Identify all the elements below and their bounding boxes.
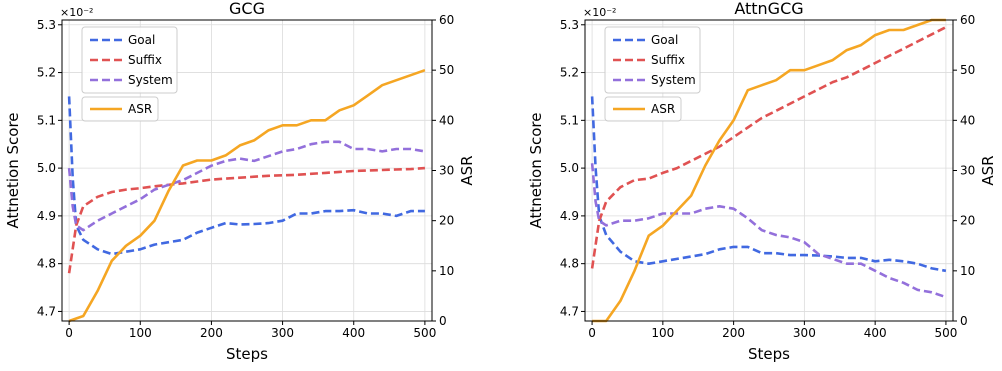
y-right-tick-label: 50 (960, 63, 975, 77)
series-line-goal (590, 96, 947, 273)
y-right-tick-label: 40 (960, 113, 975, 127)
x-tick-label: 400 (342, 326, 365, 340)
legend-right-axis: ASR (81, 96, 159, 122)
chart-title: AttnGCG (734, 0, 803, 18)
y-left-tick-label: 4.9 (37, 209, 56, 223)
y-right-tick-label: 50 (439, 63, 454, 77)
y-right-tick-label: 30 (439, 164, 454, 178)
y-left-tick-label: 5.0 (560, 161, 579, 175)
legend-label-suffix: Suffix (128, 53, 162, 67)
legend-label-goal: Goal (128, 33, 155, 47)
legend-box (604, 26, 701, 94)
series-line-system (67, 140, 426, 232)
x-tick-label: 500 (413, 326, 436, 340)
x-tick-label: 0 (65, 326, 73, 340)
x-tick-label: 100 (651, 326, 674, 340)
legend-box (81, 26, 178, 94)
y-right-tick-label: 0 (960, 314, 968, 328)
series-line-asr (68, 68, 426, 323)
series-line-suffix (590, 26, 947, 269)
y-right-tick-label: 0 (439, 314, 447, 328)
legend-label-system: System (128, 73, 173, 87)
legend-label-asr: ASR (128, 102, 152, 116)
y-left-tick-label: 4.7 (37, 304, 56, 318)
y-left-tick-label: 5.2 (37, 66, 56, 80)
x-axis-label: Steps (748, 345, 790, 363)
x-tick-label: 100 (129, 326, 152, 340)
x-tick-label: 300 (793, 326, 816, 340)
series-line-asr (592, 18, 946, 323)
y-right-tick-label: 30 (960, 164, 975, 178)
series-line-suffix (67, 166, 425, 274)
legend-label-goal: Goal (651, 33, 678, 47)
y-left-axis-label: Attnetion Score (527, 112, 545, 228)
x-tick-label: 0 (588, 326, 596, 340)
y-left-tick-label: 5.3 (37, 18, 56, 32)
y-right-tick-label: 60 (439, 13, 454, 27)
chart-panel-2: 0 100 200 300 400 500 4.7 4.8 4.9 5.0 5.1 5.2 5.3 0 10… (527, 0, 997, 363)
y-right-tick-label: 60 (960, 13, 975, 27)
y-left-tick-label: 4.8 (37, 257, 56, 271)
x-tick-label: 200 (722, 326, 745, 340)
y-right-axis-label: ASR (458, 155, 476, 185)
y-left-tick-label: 5.2 (560, 66, 579, 80)
y-right-tick-label: 10 (960, 264, 975, 278)
series-line-goal (67, 96, 425, 256)
series-line-system (590, 163, 947, 299)
legend-label-asr: ASR (651, 102, 675, 116)
legend-left-axis: Goal Suffix System (604, 26, 701, 94)
chart-title: GCG (229, 0, 265, 18)
y-left-tick-label: 4.9 (560, 209, 579, 223)
x-tick-label: 400 (864, 326, 887, 340)
y-right-axis-label: ASR (979, 155, 997, 185)
y-left-tick-label: 5.0 (37, 161, 56, 175)
y-left-tick-label: 4.7 (560, 304, 579, 318)
legend-left-axis: Goal Suffix System (81, 26, 178, 94)
x-tick-label: 500 (934, 326, 957, 340)
y-left-tick-label: 5.1 (37, 113, 56, 127)
legend-right-axis: ASR (604, 96, 682, 122)
y-right-tick-label: 20 (960, 214, 975, 228)
y-left-multiplier: ×10⁻² (583, 6, 616, 19)
y-left-tick-label: 4.8 (560, 257, 579, 271)
y-left-axis-label: Attnetion Score (4, 112, 22, 228)
x-axis-label: Steps (226, 345, 268, 363)
y-left-multiplier: ×10⁻² (60, 6, 93, 19)
y-left-tick-label: 5.3 (560, 18, 579, 32)
y-right-tick-label: 20 (439, 214, 454, 228)
y-right-tick-label: 40 (439, 113, 454, 127)
y-left-tick-label: 5.1 (560, 113, 579, 127)
y-right-tick-label: 10 (439, 264, 454, 278)
x-tick-label: 300 (271, 326, 294, 340)
x-tick-label: 200 (200, 326, 223, 340)
legend-label-suffix: Suffix (651, 53, 685, 67)
chart-panel-1: 0 100 200 300 400 500 4.7 4.8 4.9 5.0 5.1 5.2 5.3 0 10… (4, 0, 476, 363)
legend-label-system: System (651, 73, 696, 87)
